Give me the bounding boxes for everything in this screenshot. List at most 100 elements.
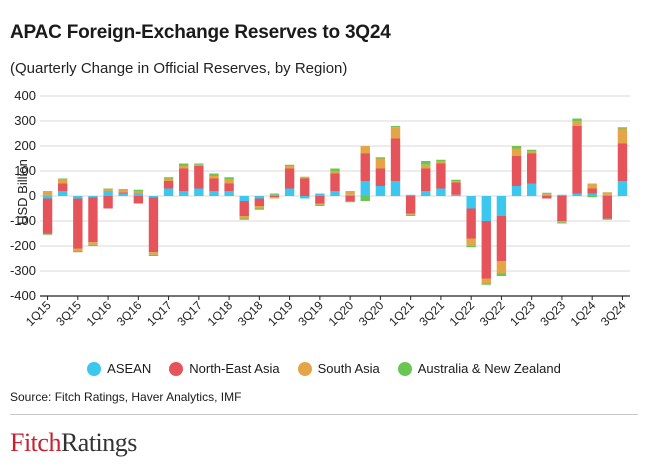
x-tick-label: 1Q18 xyxy=(205,298,236,329)
x-tick-label: 3Q23 xyxy=(537,298,568,329)
legend-label-asean: ASEAN xyxy=(107,361,152,376)
bar-north-east-asia-3Q19 xyxy=(315,196,325,204)
y-axis-label: USD Billion xyxy=(15,159,30,225)
x-tick-label: 3Q21 xyxy=(416,298,447,329)
bar-asean-1Q19 xyxy=(284,188,295,196)
y-tick-label: -200 xyxy=(10,238,36,253)
bar-australia-new-zealand-4Q22 xyxy=(511,146,522,149)
bar-south-asia-1Q23 xyxy=(526,151,537,154)
x-tick-label: 3Q18 xyxy=(235,298,266,329)
bar-asean-3Q18 xyxy=(254,196,265,199)
bar-asean-2Q23 xyxy=(542,194,552,196)
bar-north-east-asia-4Q22 xyxy=(511,156,522,186)
bar-south-asia-1Q19 xyxy=(284,166,295,169)
bar-asean-1Q17 xyxy=(163,188,174,196)
bar-south-asia-2Q15 xyxy=(58,179,68,184)
bar-asean-4Q22 xyxy=(511,186,522,196)
y-tick-label: 400 xyxy=(14,88,36,103)
bar-asean-4Q18 xyxy=(269,194,280,196)
bar-south-asia-2Q18 xyxy=(239,216,249,219)
chart-subtitle: (Quarterly Change in Official Reserves, … xyxy=(10,60,348,77)
bar-south-asia-2Q24 xyxy=(602,192,612,195)
bar-south-asia-3Q19 xyxy=(315,203,325,205)
bar-south-asia-4Q17 xyxy=(209,176,219,179)
bar-north-east-asia-2Q16 xyxy=(118,192,128,194)
bar-asean-1Q15 xyxy=(42,196,53,199)
bar-australia-new-zealand-4Q16 xyxy=(148,254,159,256)
bar-australia-new-zealand-2Q21 xyxy=(421,161,431,165)
bar-south-asia-2Q22 xyxy=(481,278,491,284)
bar-australia-new-zealand-1Q24 xyxy=(587,196,597,198)
bar-australia-new-zealand-2Q20 xyxy=(360,196,370,201)
bar-north-east-asia-1Q19 xyxy=(284,168,295,189)
bar-asean-2Q16 xyxy=(118,193,128,196)
bar-south-asia-1Q18 xyxy=(224,179,234,184)
bar-australia-new-zealand-4Q18 xyxy=(269,193,280,195)
bar-australia-new-zealand-2Q22 xyxy=(481,283,491,285)
bar-asean-1Q22 xyxy=(466,196,476,209)
bar-australia-new-zealand-2Q15 xyxy=(58,178,68,180)
y-tick-label: -100 xyxy=(10,213,36,228)
x-tick-label: 3Q22 xyxy=(477,298,508,329)
bar-north-east-asia-1Q22 xyxy=(466,208,476,239)
bar-north-east-asia-3Q16 xyxy=(133,196,144,204)
bar-asean-4Q19 xyxy=(330,191,340,196)
bar-north-east-asia-1Q23 xyxy=(526,153,537,184)
bar-asean-4Q21 xyxy=(451,194,461,196)
chart-title: APAC Foreign-Exchange Reserves to 3Q24 xyxy=(10,22,391,43)
bar-north-east-asia-2Q21 xyxy=(421,168,431,191)
bar-asean-1Q21 xyxy=(405,194,416,196)
bar-south-asia-3Q15 xyxy=(73,248,83,251)
bar-south-asia-3Q20 xyxy=(375,158,386,169)
bar-north-east-asia-1Q17 xyxy=(163,181,174,189)
x-tick-label: 1Q23 xyxy=(507,298,538,329)
bar-south-asia-1Q15 xyxy=(42,191,53,196)
bar-australia-new-zealand-4Q15 xyxy=(88,244,98,246)
y-tick-label: -400 xyxy=(10,288,36,303)
legend-item-south-asia: South Asia xyxy=(297,361,380,376)
bar-north-east-asia-4Q18 xyxy=(269,196,280,198)
bar-north-east-asia-3Q20 xyxy=(375,168,386,186)
bar-australia-new-zealand-3Q19 xyxy=(315,204,325,206)
bar-australia-new-zealand-2Q17 xyxy=(179,163,189,166)
bar-north-east-asia-1Q18 xyxy=(224,183,234,191)
x-tick-label: 3Q16 xyxy=(114,298,145,329)
y-tick-label: -300 xyxy=(10,263,36,278)
x-tick-label: 3Q19 xyxy=(295,298,326,329)
x-tick-label: 3Q15 xyxy=(53,298,84,329)
bar-australia-new-zealand-1Q21 xyxy=(405,214,416,216)
bar-australia-new-zealand-1Q18 xyxy=(224,177,234,180)
x-tick-label: 1Q17 xyxy=(144,298,175,329)
bar-south-asia-4Q23 xyxy=(572,121,582,126)
legend-swatch-north-east-asia xyxy=(169,361,184,376)
y-tick-label: 300 xyxy=(14,113,36,128)
bar-south-asia-3Q17 xyxy=(194,164,204,166)
legend-swatch-asean xyxy=(87,361,102,376)
divider xyxy=(10,414,638,415)
x-tick-label: 3Q17 xyxy=(174,298,205,329)
bar-north-east-asia-3Q23 xyxy=(557,196,567,221)
legend-item-asean: ASEAN xyxy=(87,361,151,376)
bar-asean-1Q23 xyxy=(526,183,537,196)
bar-asean-3Q24 xyxy=(617,181,628,196)
bar-asean-2Q17 xyxy=(179,191,189,196)
bar-north-east-asia-4Q21 xyxy=(451,182,461,195)
x-tick-label: 3Q24 xyxy=(598,298,629,329)
bar-asean-2Q18 xyxy=(239,196,249,201)
legend-label-australia-nz: Australia & New Zealand xyxy=(417,361,561,376)
x-tick-label: 1Q22 xyxy=(447,298,478,329)
bar-asean-4Q20 xyxy=(390,181,401,196)
bar-north-east-asia-1Q16 xyxy=(103,196,113,209)
x-tick-label: 1Q21 xyxy=(386,298,417,329)
bar-north-east-asia-2Q15 xyxy=(58,183,68,191)
bar-north-east-asia-4Q19 xyxy=(330,173,340,191)
bar-asean-4Q15 xyxy=(88,196,98,198)
bar-south-asia-1Q24 xyxy=(587,183,597,189)
bar-south-asia-2Q23 xyxy=(542,193,552,195)
bar-north-east-asia-2Q23 xyxy=(542,196,552,199)
bar-south-asia-3Q18 xyxy=(254,206,265,209)
bar-south-asia-4Q22 xyxy=(511,148,522,156)
bar-asean-4Q23 xyxy=(572,193,582,196)
